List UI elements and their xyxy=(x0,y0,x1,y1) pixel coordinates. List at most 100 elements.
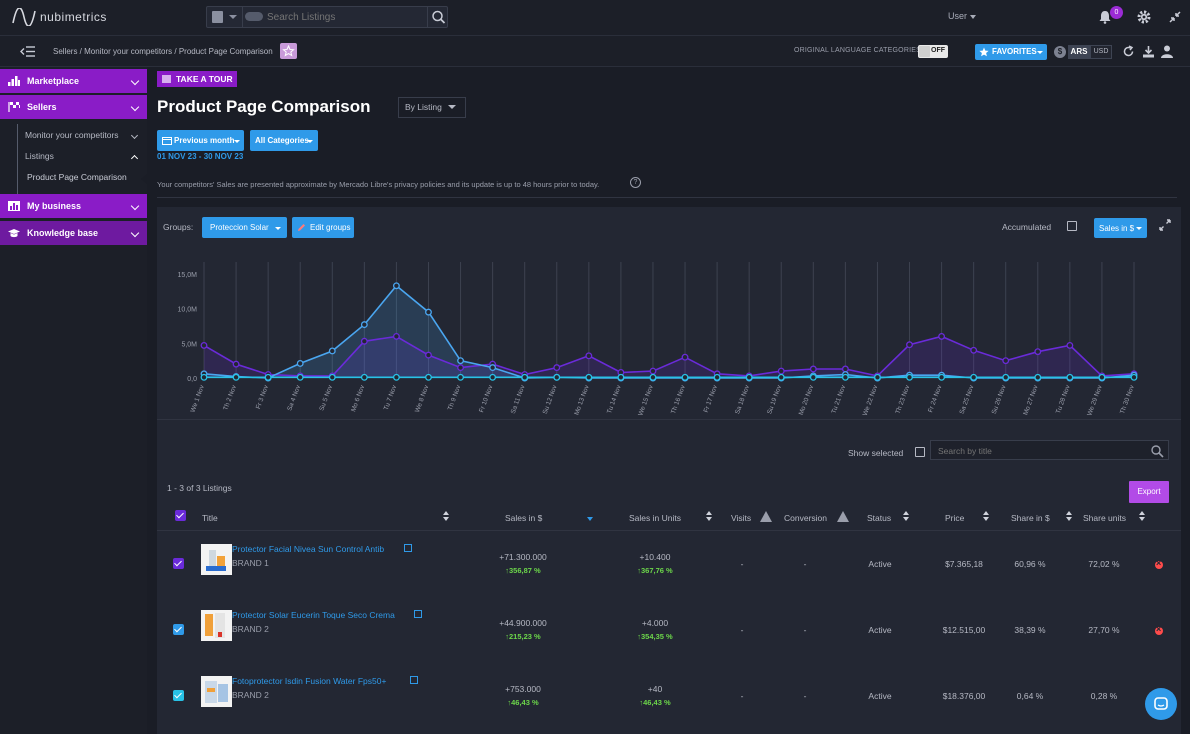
data-point xyxy=(681,353,689,361)
column-share-money[interactable]: Share in $ xyxy=(1011,513,1050,523)
table-row[interactable]: Protector Solar Eucerin Toque Seco Crema… xyxy=(157,597,1181,663)
product-thumbnail[interactable] xyxy=(201,676,232,707)
sort-icon[interactable] xyxy=(903,511,909,523)
edit-groups-button[interactable]: Edit groups xyxy=(292,217,354,238)
menu-collapse-icon[interactable] xyxy=(20,46,36,57)
accumulated-checkbox[interactable] xyxy=(1067,221,1077,231)
external-link-icon[interactable] xyxy=(414,610,422,618)
data-point xyxy=(617,373,625,381)
x-tick-label: Su 12 Nov xyxy=(542,384,559,416)
group-select[interactable]: Proteccion Solar xyxy=(202,217,287,238)
product-title-link[interactable]: Protector Facial Nivea Sun Control Antib xyxy=(232,544,385,554)
search-input[interactable] xyxy=(267,10,422,24)
data-point xyxy=(1066,373,1074,381)
row-checkbox[interactable] xyxy=(173,558,184,569)
download-icon[interactable] xyxy=(1142,45,1155,58)
units-growth: ↑354,35 % xyxy=(610,632,700,641)
product-title-link[interactable]: Protector Solar Eucerin Toque Seco Crema xyxy=(232,610,395,620)
original-language-toggle[interactable]: OFF xyxy=(918,45,948,58)
favorites-button[interactable]: FAVORITES xyxy=(975,44,1047,60)
column-visits[interactable]: Visits xyxy=(731,513,752,523)
x-tick-label: We 8 Nov xyxy=(414,384,431,414)
data-point xyxy=(392,332,400,340)
accumulated-label: Accumulated xyxy=(1002,222,1052,232)
search-icon[interactable] xyxy=(1150,444,1164,458)
row-checkbox[interactable] xyxy=(173,624,184,635)
sort-icon[interactable] xyxy=(443,511,449,523)
product-thumbnail[interactable] xyxy=(201,544,232,575)
x-tick-label: We 29 Nov xyxy=(1086,384,1104,417)
sort-icon[interactable] xyxy=(1139,511,1145,523)
table-row[interactable]: Fotoprotector Isdin Fusion Water Fps50+ … xyxy=(157,663,1181,729)
external-link-icon[interactable] xyxy=(404,544,412,552)
warning-icon[interactable] xyxy=(760,511,772,522)
expand-icon[interactable] xyxy=(1159,219,1171,231)
sort-icon[interactable] xyxy=(706,511,712,523)
column-status[interactable]: Status xyxy=(867,513,892,523)
nubimetrics-logo-icon[interactable] xyxy=(12,8,36,26)
sidebar-item-marketplace[interactable]: Marketplace xyxy=(0,69,147,93)
chevron-down-icon[interactable] xyxy=(130,131,139,140)
data-point xyxy=(425,373,432,381)
external-link-icon[interactable] xyxy=(410,676,418,684)
column-conversion[interactable]: Conversion xyxy=(784,513,827,523)
app-name[interactable]: nubimetrics xyxy=(40,10,107,24)
caret-down-icon xyxy=(234,140,240,143)
chat-support-button[interactable] xyxy=(1145,688,1177,720)
product-title-link[interactable]: Fotoprotector Isdin Fusion Water Fps50+ xyxy=(232,676,387,686)
caret-down-icon[interactable] xyxy=(970,15,976,19)
metric-select[interactable]: Sales in $ xyxy=(1094,218,1147,238)
chevron-up-icon[interactable] xyxy=(130,154,139,163)
help-icon[interactable]: ? xyxy=(630,177,641,188)
category-select[interactable]: All Categories xyxy=(250,130,318,151)
add-favorite-button[interactable] xyxy=(280,43,297,59)
table-search-input[interactable] xyxy=(938,444,1138,457)
collapse-screen-icon[interactable] xyxy=(1168,10,1182,24)
sort-desc-icon[interactable] xyxy=(587,517,593,521)
data-point xyxy=(360,373,368,381)
sidebar-item-product-page-comparison[interactable]: Product Page Comparison xyxy=(27,172,127,182)
export-button[interactable]: Export xyxy=(1129,481,1169,503)
data-point xyxy=(392,282,400,290)
table-row[interactable]: Protector Facial Nivea Sun Control Antib… xyxy=(157,531,1181,597)
sort-icon[interactable] xyxy=(1066,511,1072,523)
remove-icon[interactable] xyxy=(1155,624,1163,635)
data-point xyxy=(681,373,689,381)
warning-icon[interactable] xyxy=(837,511,849,522)
data-point xyxy=(1098,373,1106,381)
refresh-icon[interactable] xyxy=(1122,45,1135,58)
column-units[interactable]: Sales in Units xyxy=(629,513,681,523)
column-sales[interactable]: Sales in $ xyxy=(505,513,543,523)
row-checkbox[interactable] xyxy=(173,690,184,701)
show-selected-label: Show selected xyxy=(848,448,904,458)
y-tick-label: 5,0M xyxy=(181,341,197,348)
column-share-units[interactable]: Share units xyxy=(1083,513,1126,523)
sort-icon[interactable] xyxy=(983,511,989,523)
remove-icon[interactable] xyxy=(1155,558,1163,569)
take-a-tour-button[interactable]: TAKE A TOUR xyxy=(157,71,237,87)
breadcrumb[interactable]: Sellers / Monitor your competitors / Pro… xyxy=(53,47,273,56)
search-button[interactable] xyxy=(427,7,448,27)
period-select[interactable]: Previous month xyxy=(157,130,244,151)
currency-ars-button[interactable]: ARS xyxy=(1068,45,1090,59)
sidebar-item-my-business[interactable]: My business xyxy=(0,194,147,218)
sidebar-item-sellers[interactable]: Sellers xyxy=(0,95,147,119)
user-icon[interactable] xyxy=(1160,45,1174,58)
sidebar-item-listings[interactable]: Listings xyxy=(25,151,54,161)
column-price[interactable]: Price xyxy=(945,513,965,523)
y-tick-label: 15,0M xyxy=(178,272,198,279)
search-type-select[interactable] xyxy=(207,7,243,27)
user-menu[interactable]: User xyxy=(948,11,968,21)
product-thumbnail[interactable] xyxy=(201,610,232,641)
bell-icon[interactable] xyxy=(1098,10,1112,24)
show-selected-checkbox[interactable] xyxy=(915,447,925,457)
arrow-up-icon: ↑ xyxy=(505,566,510,575)
currency-usd-button[interactable]: USD xyxy=(1090,45,1112,59)
sidebar-item-knowledge-base[interactable]: Knowledge base xyxy=(0,221,147,245)
sidebar-item-monitor-competitors[interactable]: Monitor your competitors xyxy=(25,130,119,140)
period-value: Previous month xyxy=(174,136,235,145)
select-all-checkbox[interactable] xyxy=(175,510,186,521)
view-by-select[interactable]: By Listing xyxy=(398,97,466,118)
gear-icon[interactable] xyxy=(1136,9,1152,25)
column-title[interactable]: Title xyxy=(202,513,218,523)
